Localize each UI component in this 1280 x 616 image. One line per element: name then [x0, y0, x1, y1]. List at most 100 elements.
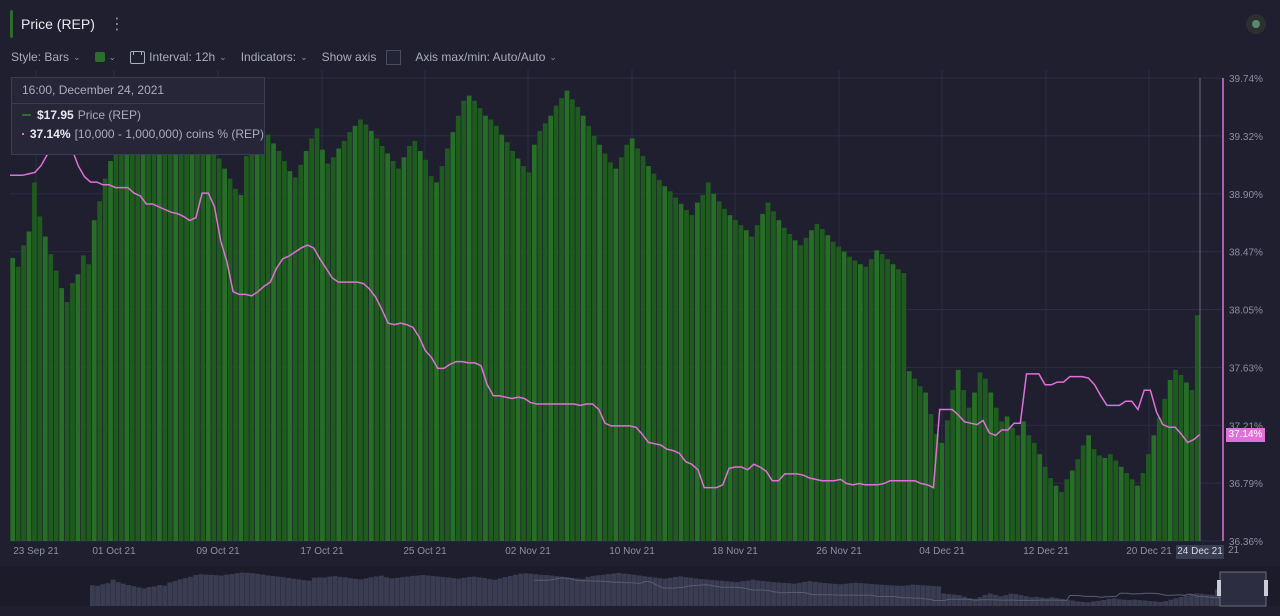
x-axis-ticks: 23 Sep 21 01 Oct 21 09 Oct 21 17 Oct 21 25 O… [13, 546, 1172, 557]
price-bar [254, 153, 260, 541]
navigator-bar [291, 578, 297, 606]
price-bar [629, 138, 635, 542]
navigator-bar [301, 580, 307, 606]
navigator-bar [946, 594, 952, 606]
navigator-bar [487, 579, 493, 606]
axis-range-dropdown[interactable]: Axis max/min: Auto/Auto ⌄ [415, 50, 557, 64]
data-tooltip: 16:00, December 24, 2021 $17.95 Price (R… [11, 77, 265, 155]
price-bar [86, 264, 92, 541]
navigator-bar [198, 574, 204, 606]
price-bar [879, 254, 885, 542]
title-accent [10, 10, 13, 38]
price-bar [477, 108, 483, 542]
show-axis-checkbox[interactable] [386, 49, 402, 65]
navigator-bar [177, 579, 183, 606]
navigator-bar [260, 574, 266, 606]
x-tick-label: 02 Nov 21 [505, 546, 551, 557]
navigator-bar [544, 575, 549, 606]
price-bar [385, 153, 391, 541]
navigator-bar [430, 575, 436, 606]
price-bar [863, 266, 869, 541]
price-bar [10, 257, 16, 541]
price-bar [1053, 485, 1059, 541]
price-bar [341, 140, 347, 542]
navigator-bar [306, 580, 312, 606]
navigator-bar [409, 575, 415, 606]
show-axis-toggle[interactable]: Show axis [321, 49, 402, 65]
navigator-bar [1116, 599, 1122, 606]
price-bar [146, 125, 151, 541]
navigator-bar [642, 576, 647, 606]
navigator-window[interactable] [1219, 571, 1267, 607]
navigator-right-handle[interactable] [1264, 580, 1268, 596]
navigator-bar [1194, 593, 1200, 606]
navigator-bar [729, 581, 735, 606]
navigator-bar [920, 585, 926, 606]
status-indicator-icon[interactable] [1246, 14, 1266, 34]
price-bar [754, 225, 760, 542]
navigator-bar [188, 576, 193, 606]
price-bar [211, 148, 217, 541]
navigator-bar [600, 574, 606, 606]
price-bar [733, 220, 738, 541]
price-bar [896, 269, 901, 541]
price-bar [1080, 445, 1086, 541]
tooltip-datetime: 16:00, December 24, 2021 [12, 78, 264, 104]
chart-title: Price (REP) [21, 16, 95, 32]
more-options-icon[interactable]: ⋮ [108, 16, 125, 33]
price-bar [1097, 455, 1102, 541]
price-bar [695, 202, 700, 541]
navigator-bar [136, 587, 142, 606]
navigator-panel[interactable] [0, 566, 1280, 607]
show-axis-label: Show axis [321, 50, 377, 64]
y-tick-label: 36.79% [1229, 479, 1263, 490]
price-bar [722, 208, 727, 541]
navigator-bar [910, 584, 916, 606]
navigator-bar [342, 577, 348, 606]
navigator-left-handle[interactable] [1217, 580, 1221, 596]
style-dropdown[interactable]: Style: Bars ⌄ [11, 50, 81, 64]
navigator-bar [425, 575, 431, 606]
interval-dropdown[interactable]: Interval: 12h ⌄ [130, 50, 227, 64]
navigator-bar [621, 573, 627, 606]
navigator-bar [1091, 601, 1096, 606]
price-bar [597, 144, 602, 541]
price-bar [233, 188, 238, 541]
navigator-bar [688, 577, 694, 606]
indicators-dropdown[interactable]: Indicators: ⌄ [241, 50, 308, 64]
price-bar [1167, 379, 1173, 541]
navigator-bar [218, 575, 224, 606]
x-tick-label: 17 Oct 21 [300, 546, 344, 557]
price-bar [21, 245, 26, 542]
navigator-bar [1152, 601, 1158, 606]
price-bar [434, 182, 439, 541]
navigator-bar [270, 575, 276, 606]
price-bar [934, 434, 939, 541]
price-bar [445, 148, 450, 541]
navigator-bar [1080, 601, 1086, 606]
price-bar [526, 172, 532, 541]
navigator-bar [667, 577, 673, 606]
x-tick-label: 25 Oct 21 [403, 546, 447, 557]
price-bar [157, 106, 162, 541]
navigator-bar [1075, 601, 1081, 606]
price-bar [184, 103, 189, 542]
navigator-bar [317, 577, 322, 606]
price-bar [358, 119, 363, 542]
navigator-bar [1039, 597, 1045, 606]
navigator-bar [435, 576, 441, 606]
price-bar [314, 128, 320, 541]
price-bar [428, 176, 434, 541]
price-bar [336, 148, 342, 541]
navigator-bar [1111, 598, 1117, 606]
navigator-bar [812, 581, 818, 606]
navigator-bar [255, 573, 260, 606]
price-bar [1194, 315, 1200, 541]
x-tick-label: 01 Oct 21 [92, 546, 136, 557]
price-bar [417, 150, 423, 541]
navigator-bar [131, 586, 137, 606]
price-bar [564, 90, 570, 542]
navigator-bar [373, 576, 379, 606]
color-dropdown[interactable]: ⌄ [94, 52, 116, 63]
